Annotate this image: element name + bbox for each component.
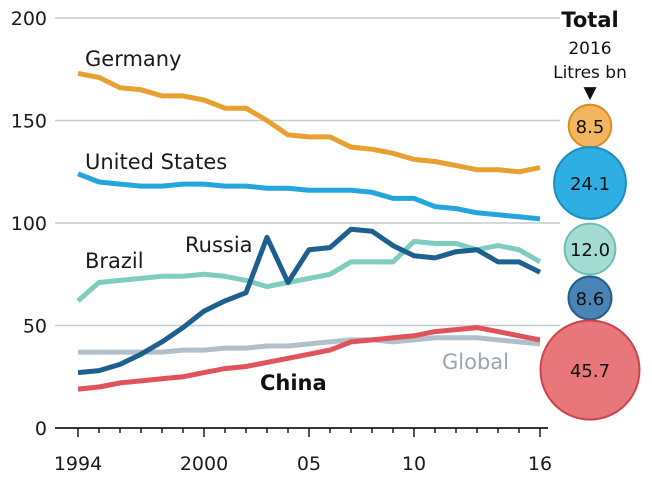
series-line-germany [77, 70, 541, 175]
totals-year: 2016 [568, 39, 611, 59]
series-line-russia [77, 226, 542, 376]
y-tick-label: 0 [35, 418, 47, 440]
x-tick-label: 2000 [180, 453, 228, 475]
x-axis: 1994 2000 05 10 16 [54, 428, 552, 475]
total-bubble-label: 45.7 [570, 361, 610, 382]
x-tick-label: 1994 [54, 453, 102, 475]
series-label-global: Global [442, 350, 509, 374]
x-tick-label: 16 [528, 453, 552, 475]
totals-unit: Litres bn [553, 63, 627, 83]
series-labels: Germany United States Brazil Russia Global Ch… [85, 47, 509, 395]
series-label-china: China [260, 371, 327, 395]
series-label-united-states: United States [85, 150, 227, 174]
total-bubble-label: 8.6 [576, 289, 605, 310]
total-bubble-brazil [563, 222, 617, 276]
series-label-germany: Germany [85, 47, 182, 71]
series-line-global [78, 335, 541, 355]
total-bubbles: 8.5 24.1 12.0 8.6 45.7 [539, 103, 641, 421]
series-label-brazil: Brazil [85, 249, 144, 273]
series-line-china [77, 325, 541, 392]
total-bubble-label: 24.1 [570, 174, 610, 195]
y-axis-ticks: 0 50 100 150 200 [11, 8, 47, 440]
total-bubble-label: 12.0 [570, 240, 610, 261]
total-bubble-china [539, 319, 641, 421]
y-tick-label: 200 [11, 8, 47, 30]
down-triangle-icon: ▼ [583, 83, 597, 103]
x-tick-label: 05 [297, 453, 321, 475]
gridlines [55, 17, 560, 429]
y-tick-label: 100 [11, 213, 47, 235]
x-tick-label: 10 [402, 453, 426, 475]
series-lines [76, 70, 542, 392]
total-bubble-united-states [553, 146, 627, 220]
total-bubble-label: 8.5 [576, 117, 605, 138]
series-label-russia: Russia [185, 233, 253, 257]
y-tick-label: 50 [23, 316, 47, 338]
totals-panel: Total 2016 Litres bn ▼ [553, 8, 627, 103]
totals-title: Total [561, 8, 618, 32]
series-line-united-states [77, 171, 541, 222]
y-tick-label: 150 [11, 111, 47, 133]
series-line-brazil [76, 238, 542, 303]
